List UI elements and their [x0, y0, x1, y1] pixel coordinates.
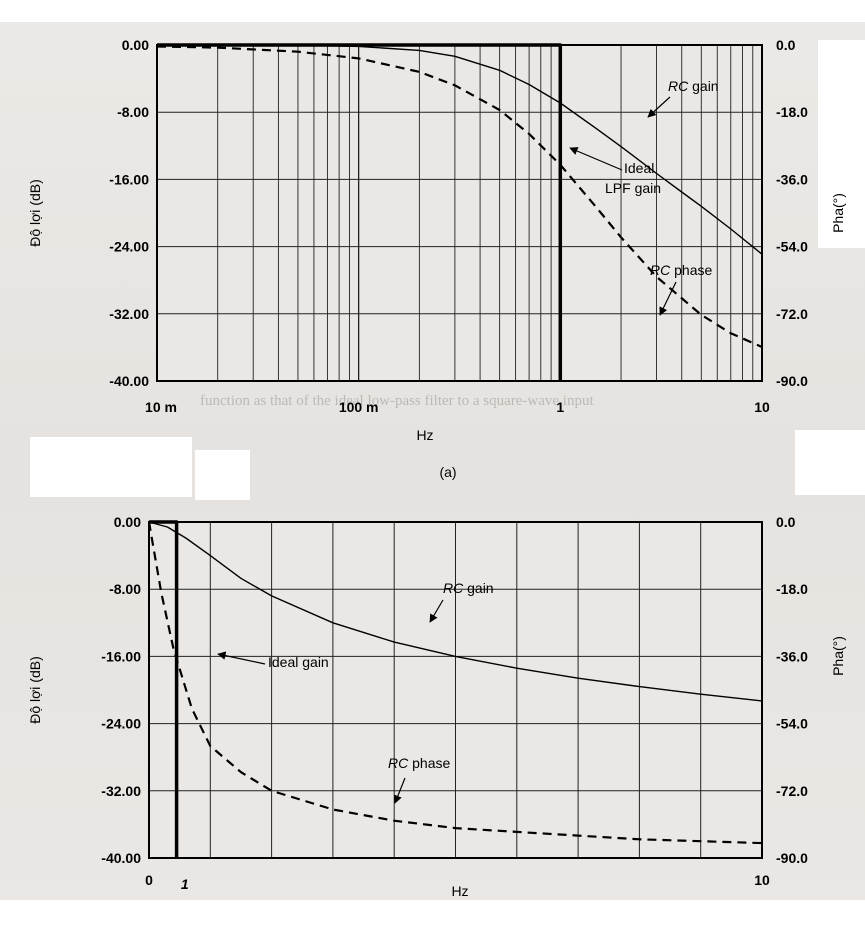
- y-right-tick-label: 0.0: [776, 514, 796, 530]
- left-white-patch: [30, 437, 192, 497]
- annotation-arrow: [429, 599, 444, 623]
- annotation-arrow: [659, 281, 677, 316]
- x-tick-label: 10: [754, 399, 770, 415]
- annotation-arrow: [569, 147, 623, 171]
- y-tick-label: -24.00: [101, 716, 141, 732]
- x-tick-label: 0: [145, 872, 153, 888]
- chart-caption: (a): [439, 464, 456, 480]
- y-tick-label: -8.00: [109, 581, 141, 597]
- x-marker-label: 1: [181, 876, 189, 892]
- y-right-tick-label: -18.0: [776, 104, 808, 120]
- top-white-margin: [0, 0, 865, 22]
- y-tick-label: -40.00: [101, 850, 141, 866]
- y-tick-label: -32.00: [109, 306, 149, 322]
- annotation-label: Ideal: [624, 160, 654, 176]
- annotation-label: RC phase: [650, 262, 712, 278]
- series-rc-phase: [156, 45, 763, 349]
- chart-b: 0.00 -8.00 -16.00 -24.00 -32.00 -40.00 0.0 -18.…: [27, 514, 846, 899]
- x-tick-label: 10 m: [145, 399, 177, 415]
- bottom-white-margin: [0, 900, 865, 927]
- annotation-label: RC phase: [388, 755, 450, 771]
- svg-text:function as that of the ideal: function as that of the ideal low-pass f…: [200, 393, 594, 409]
- left-white-patch-small: [195, 450, 250, 500]
- y-tick-label: 0.00: [114, 514, 141, 530]
- x-tick-label: 100 m: [339, 399, 379, 415]
- plot-frame: [148, 521, 763, 859]
- y-right-tick-label: -54.0: [776, 239, 808, 255]
- y-right-axis-label: Pha(°): [830, 636, 846, 676]
- y-right-tick-label: 0.0: [776, 37, 796, 53]
- y-tick-label: -32.00: [101, 783, 141, 799]
- y-right-axis-label: Pha(°): [830, 193, 846, 233]
- y-tick-label: -8.00: [117, 104, 149, 120]
- annotation-arrow: [647, 96, 671, 118]
- y-right-tick-label: -36.0: [776, 648, 808, 664]
- y-right-tick-label: -90.0: [776, 373, 808, 389]
- y-tick-label: -16.00: [101, 648, 141, 664]
- y-tick-label: -24.00: [109, 239, 149, 255]
- y-right-tick-label: -72.0: [776, 306, 808, 322]
- y-right-tick-label: -90.0: [776, 850, 808, 866]
- x-axis-label: Hz: [416, 427, 433, 443]
- annotation-label: RC gain: [443, 580, 494, 596]
- y-axis-label: Độ lợi (dB): [27, 656, 43, 724]
- plot-area: [157, 45, 762, 381]
- y-tick-label: -16.00: [109, 171, 149, 187]
- x-tick-label: 10: [754, 872, 770, 888]
- y-axis-label: Độ lợi (dB): [27, 179, 43, 247]
- annotation-arrow: [393, 777, 406, 804]
- y-right-tick-label: -72.0: [776, 783, 808, 799]
- annotation-label: Ideal gain: [268, 654, 329, 670]
- series-ideal-lpf-gain: [157, 43, 563, 381]
- chart-a: 0.00 -8.00 -16.00 -24.00 -32.00 -40.00 0.0 -18.…: [27, 37, 846, 480]
- y-right-tick-label: -18.0: [776, 581, 808, 597]
- y-right-tick-label: -36.0: [776, 171, 808, 187]
- y-tick-label: -40.00: [109, 373, 149, 389]
- series-ideal-gain: [149, 520, 179, 858]
- x-axis-label: Hz: [451, 883, 468, 899]
- y-tick-label: 0.00: [122, 37, 149, 53]
- annotation-label: RC gain: [668, 78, 719, 94]
- x-tick-label: 1: [556, 399, 564, 415]
- right-white-patch-mid: [845, 130, 865, 245]
- series-rc-gain: [148, 521, 763, 702]
- annotation-label: LPF gain: [605, 180, 661, 196]
- right-white-patch-lower: [795, 430, 865, 495]
- series-rc-phase: [147, 521, 763, 845]
- y-right-tick-label: -54.0: [776, 716, 808, 732]
- annotation-arrow: [217, 651, 266, 665]
